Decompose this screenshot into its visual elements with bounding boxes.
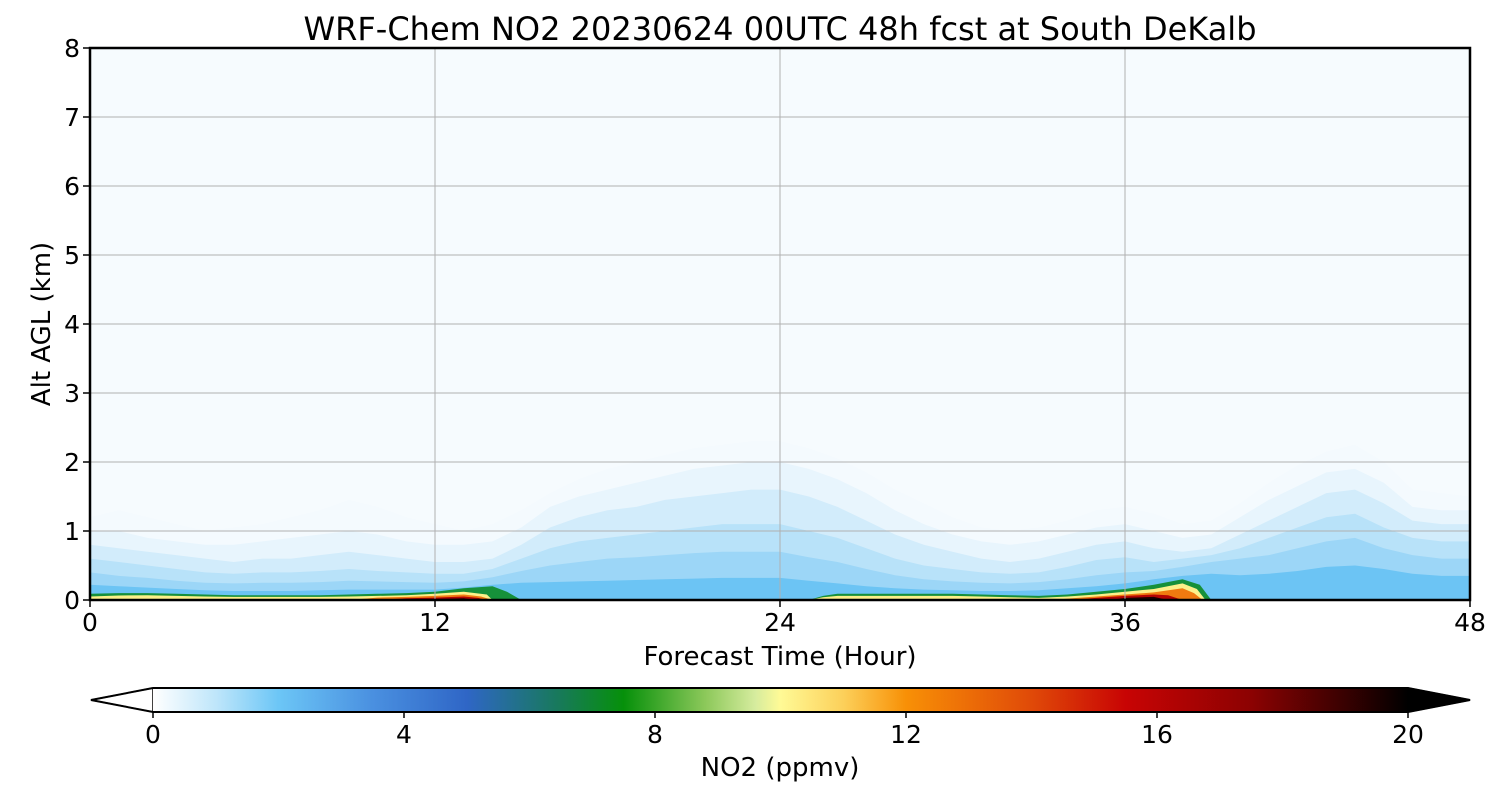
colorbar-tick-label: 4 xyxy=(396,720,412,749)
colorbar-tick-label: 20 xyxy=(1392,720,1424,749)
x-tick-label: 36 xyxy=(1109,608,1141,637)
colorbar-ticks: 0 4 8 12 16 20 xyxy=(145,712,1424,749)
colorbar-extend-high xyxy=(1407,687,1471,713)
y-tick-label: 1 xyxy=(64,517,80,546)
y-tick-label: 0 xyxy=(64,586,80,615)
colorbar-extend-low xyxy=(90,687,154,713)
x-tick-label: 24 xyxy=(764,608,796,637)
y-tick-label: 4 xyxy=(64,310,80,339)
x-axis-ticks: 0 12 24 36 48 xyxy=(82,600,1486,637)
x-axis-label: Forecast Time (Hour) xyxy=(643,642,916,672)
y-tick-label: 5 xyxy=(64,241,80,270)
colorbar-label: NO2 (ppmv) xyxy=(701,753,860,783)
y-axis-label: Alt AGL (km) xyxy=(27,242,57,406)
colorbar-tick-label: 12 xyxy=(890,720,922,749)
x-tick-label: 12 xyxy=(419,608,451,637)
x-tick-label: 0 xyxy=(82,608,98,637)
y-tick-label: 3 xyxy=(64,379,80,408)
chart-title: WRF-Chem NO2 20230624 00UTC 48h fcst at … xyxy=(304,10,1257,48)
y-axis-ticks: 0 1 2 3 4 5 6 7 8 xyxy=(64,34,90,615)
colorbar-tick-label: 16 xyxy=(1141,720,1173,749)
colorbar: 0 4 8 12 16 20 NO2 (ppmv) xyxy=(90,687,1471,783)
y-tick-label: 7 xyxy=(64,103,80,132)
colorbar-tick-label: 0 xyxy=(145,720,161,749)
y-tick-label: 2 xyxy=(64,448,80,477)
colorbar-body xyxy=(153,688,1408,712)
x-tick-label: 48 xyxy=(1454,608,1486,637)
colorbar-tick-label: 8 xyxy=(647,720,663,749)
y-tick-label: 8 xyxy=(64,34,80,63)
y-tick-label: 6 xyxy=(64,172,80,201)
